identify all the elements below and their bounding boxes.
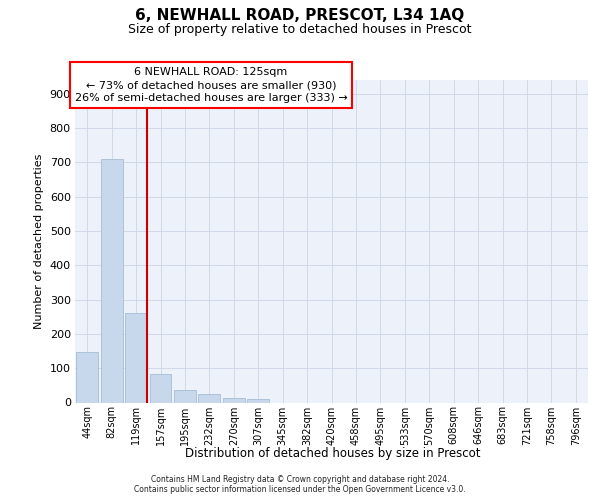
Y-axis label: Number of detached properties: Number of detached properties <box>34 154 44 329</box>
Text: Contains HM Land Registry data © Crown copyright and database right 2024.
Contai: Contains HM Land Registry data © Crown c… <box>134 474 466 494</box>
Bar <box>149 374 172 402</box>
Text: Size of property relative to detached houses in Prescot: Size of property relative to detached ho… <box>128 22 472 36</box>
Text: 6, NEWHALL ROAD, PRESCOT, L34 1AQ: 6, NEWHALL ROAD, PRESCOT, L34 1AQ <box>136 8 464 22</box>
Text: Distribution of detached houses by size in Prescot: Distribution of detached houses by size … <box>185 448 481 460</box>
Bar <box>174 390 196 402</box>
Bar <box>247 399 269 402</box>
Text: 6 NEWHALL ROAD: 125sqm
← 73% of detached houses are smaller (930)
26% of semi-de: 6 NEWHALL ROAD: 125sqm ← 73% of detached… <box>74 67 347 104</box>
Bar <box>76 352 98 403</box>
Bar <box>101 159 122 402</box>
Bar <box>199 394 220 402</box>
Bar <box>223 398 245 402</box>
Bar <box>125 314 147 402</box>
